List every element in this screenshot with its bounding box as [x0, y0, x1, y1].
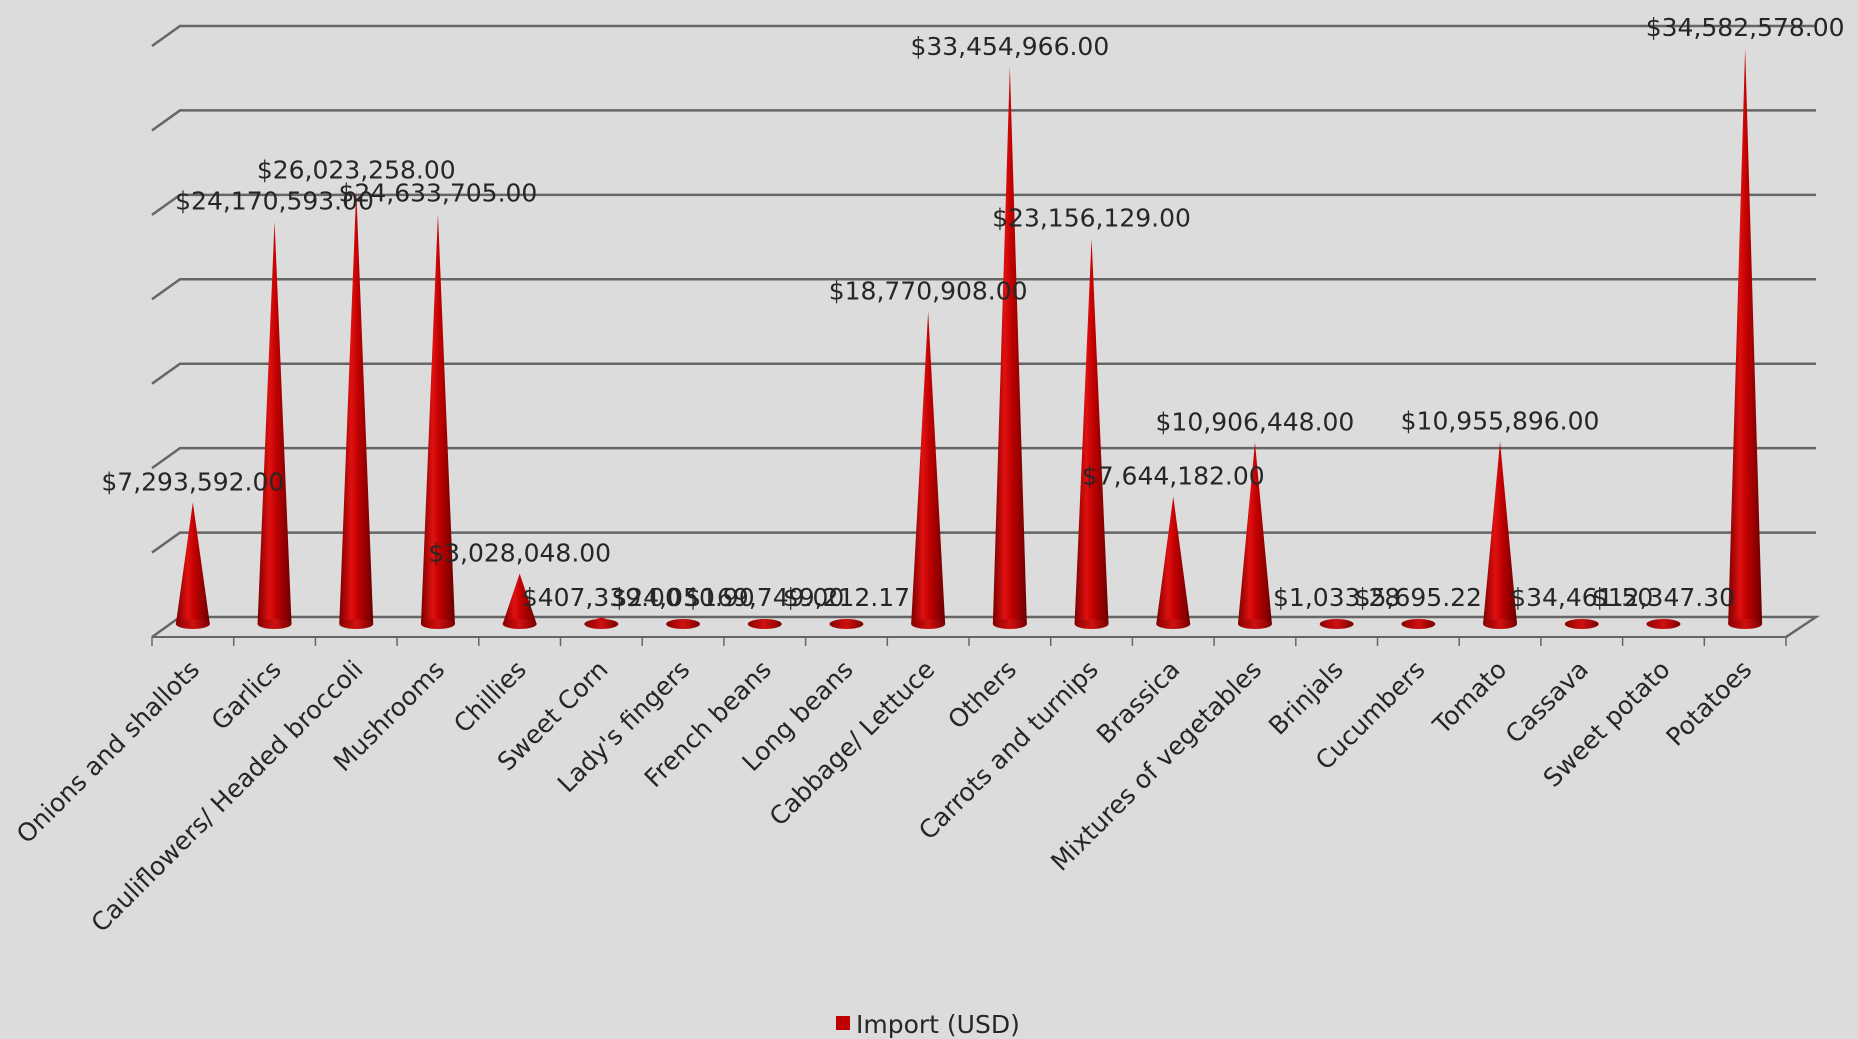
category-label: Garlics [206, 655, 287, 736]
gridline [151, 362, 1816, 385]
bar-cone-body [339, 190, 374, 624]
gridlines [151, 24, 1821, 639]
bar-cone-body [1728, 48, 1763, 624]
data-label: $7,644,182.00 [1082, 462, 1265, 491]
data-label: $12,347.30 [1592, 583, 1735, 612]
bar-cone-base [1074, 619, 1109, 629]
bar-cone-base [1646, 619, 1681, 629]
category-label: Potatoes [1660, 655, 1757, 752]
bar-cone [420, 213, 455, 629]
gridline [151, 278, 1816, 301]
bar-cone [257, 221, 292, 629]
data-label: $18,770,908.00 [829, 276, 1028, 305]
bar-cone-body [1156, 496, 1191, 624]
bar-cone-body [992, 66, 1027, 625]
bar-cone-body [911, 311, 946, 624]
bar-cone-base [1237, 619, 1272, 629]
bar-cone-body [1074, 238, 1109, 625]
bar-cone-body [175, 502, 210, 624]
bar-cone-base [257, 619, 292, 629]
bar-cone-base [502, 619, 537, 629]
bar-cone-base [1319, 619, 1354, 629]
bars [175, 48, 1763, 629]
bar-cone [1564, 619, 1599, 629]
data-label: $24,050.90 [611, 583, 754, 612]
bar-cone-base [829, 619, 864, 629]
bar-cone-body [1237, 442, 1272, 624]
bar-cone [1237, 442, 1272, 629]
bar-cone-base [175, 619, 210, 629]
data-label: $9,212.17 [783, 583, 910, 612]
bar-cone-base [1156, 619, 1191, 629]
bar-cone-base [666, 619, 701, 629]
data-label: $24,170,593.00 [175, 186, 374, 215]
data-label: $7,293,592.00 [101, 468, 284, 497]
bar-cone [1728, 48, 1763, 629]
bar-cone-base [1401, 619, 1436, 629]
gridline [151, 109, 1816, 132]
bar-cone [666, 619, 701, 629]
legend-swatch [836, 1016, 850, 1030]
data-label: $407,339.00 [522, 583, 681, 612]
bar-cone [339, 190, 374, 629]
bar-cone [584, 617, 619, 629]
data-label: $3,028,048.00 [428, 539, 611, 568]
bar-cone [911, 311, 946, 629]
bar-cone-body [502, 573, 537, 624]
bar-cone-base [992, 619, 1027, 629]
bar-cone-base [747, 619, 782, 629]
bar-cone-base [420, 619, 455, 629]
data-label: $26,023,258.00 [257, 156, 456, 185]
data-label: $1,033.28 [1273, 583, 1400, 612]
bar-cone-base [911, 619, 946, 629]
data-label: $10,955,896.00 [1401, 407, 1600, 436]
bar-cone-base [339, 619, 374, 629]
category-label: Others [942, 655, 1022, 735]
gridline [151, 446, 1816, 470]
bar-cone-base [1564, 619, 1599, 629]
data-label: $5,695.22 [1355, 583, 1482, 612]
bar-cone-body [257, 221, 292, 624]
bar-cone [1319, 619, 1354, 629]
bar-cone [175, 502, 210, 629]
gridline [151, 531, 1816, 554]
bar-cone-base [1483, 619, 1518, 629]
data-label: $24,633,705.00 [339, 179, 538, 208]
bar-cone [829, 619, 864, 629]
bar-cone-base [584, 619, 619, 629]
gridline [151, 193, 1816, 216]
legend: Import (USD) [836, 1010, 1020, 1039]
bar-cone [992, 66, 1027, 629]
bar-cone [502, 573, 537, 629]
category-label: Onions and shallots [11, 655, 205, 849]
bar-cone-base [1728, 619, 1763, 629]
data-label: $23,156,129.00 [992, 203, 1191, 232]
category-axis [151, 636, 1787, 646]
bar-cone [1401, 619, 1436, 629]
legend-label: Import (USD) [856, 1010, 1020, 1039]
bar-cone [1483, 441, 1518, 629]
data-label: $33,454,966.00 [910, 32, 1109, 61]
category-labels: Onions and shallots GarlicsCauliflowers/ … [11, 655, 1758, 938]
data-label: $34,461.50 [1510, 583, 1653, 612]
data-labels: $7,293,592.00 $24,170,593.00$26,023,258.0… [101, 13, 1844, 612]
data-label: $34,582,578.00 [1646, 13, 1845, 42]
bar-cone [747, 619, 782, 629]
data-label: $169,749.00 [685, 583, 844, 612]
gridline [151, 24, 1816, 48]
bar-cone [1074, 238, 1109, 629]
data-label: $10,906,448.00 [1156, 407, 1355, 436]
bar-cone [1156, 496, 1191, 629]
floor-back-edge [151, 615, 1821, 639]
bar-cone [1646, 619, 1681, 629]
bar-cone-body [420, 213, 455, 624]
bar-cone-body [1483, 441, 1518, 624]
category-label: Chillies [448, 655, 532, 739]
